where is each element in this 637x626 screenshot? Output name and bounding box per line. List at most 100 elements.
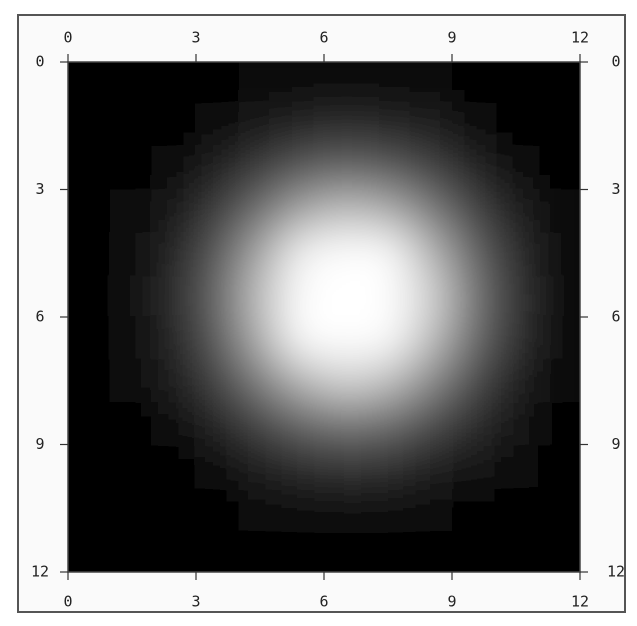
y-tick-label-left: 0 xyxy=(35,53,44,71)
heat-cell xyxy=(239,530,282,573)
heat-cell xyxy=(68,530,111,573)
heat-cell xyxy=(239,402,282,445)
heat-cell xyxy=(68,62,111,105)
heat-cell xyxy=(452,530,495,573)
heat-cell xyxy=(153,232,196,275)
heat-cell xyxy=(367,62,410,105)
heat-cell xyxy=(153,317,196,360)
heat-cell xyxy=(111,487,154,530)
heat-cell xyxy=(495,317,538,360)
heat-cell xyxy=(495,530,538,573)
heat-cell xyxy=(537,445,580,488)
heat-cell xyxy=(409,62,452,105)
x-tick-label-top: 0 xyxy=(63,29,72,47)
heat-cell xyxy=(68,190,111,233)
heat-cell xyxy=(111,445,154,488)
heat-cell xyxy=(196,360,239,403)
heat-cell xyxy=(196,105,239,148)
heat-cell xyxy=(452,445,495,488)
heat-cell xyxy=(239,317,282,360)
heat-cell xyxy=(367,190,410,233)
heat-cell xyxy=(367,275,410,318)
heat-cell xyxy=(367,360,410,403)
heat-cell xyxy=(367,445,410,488)
heat-cell xyxy=(281,317,324,360)
heat-cell xyxy=(111,530,154,573)
y-tick-label-right: 12 xyxy=(607,563,625,581)
heat-cell xyxy=(452,317,495,360)
x-tick-label-bottom: 9 xyxy=(447,593,456,611)
heat-cell xyxy=(196,445,239,488)
heat-cell xyxy=(409,275,452,318)
heat-cell xyxy=(409,105,452,148)
heat-cell xyxy=(367,105,410,148)
heat-cell xyxy=(409,317,452,360)
heat-cell xyxy=(324,445,367,488)
heat-cell xyxy=(153,402,196,445)
heat-cell xyxy=(324,402,367,445)
heat-cell xyxy=(367,487,410,530)
heat-cell xyxy=(495,360,538,403)
heat-cell xyxy=(68,360,111,403)
heat-cell xyxy=(537,190,580,233)
x-tick-label-top: 12 xyxy=(571,29,589,47)
heat-cell xyxy=(153,147,196,190)
chart: 003366991212003366991212 xyxy=(0,0,637,626)
heat-cell xyxy=(409,402,452,445)
heat-cell xyxy=(409,232,452,275)
x-tick-label-bottom: 12 xyxy=(571,593,589,611)
heat-cell xyxy=(324,147,367,190)
heat-cell xyxy=(111,402,154,445)
heat-cell xyxy=(111,105,154,148)
heat-cell xyxy=(537,147,580,190)
heat-cell xyxy=(409,147,452,190)
heat-cell xyxy=(239,275,282,318)
heatmap-cells xyxy=(68,62,581,573)
heat-cell xyxy=(537,275,580,318)
heat-cell xyxy=(281,487,324,530)
heat-cell xyxy=(495,275,538,318)
y-tick-label-left: 12 xyxy=(31,563,49,581)
heat-cell xyxy=(367,232,410,275)
heat-cell xyxy=(153,62,196,105)
heat-cell xyxy=(239,232,282,275)
heat-cell xyxy=(452,275,495,318)
heat-cell xyxy=(196,530,239,573)
heat-cell xyxy=(495,402,538,445)
heat-cell xyxy=(196,62,239,105)
heat-cell xyxy=(68,317,111,360)
heat-cell xyxy=(367,147,410,190)
heat-cell xyxy=(495,147,538,190)
heat-cell xyxy=(68,445,111,488)
heat-cell xyxy=(495,190,538,233)
y-tick-label-left: 3 xyxy=(35,180,44,198)
heat-cell xyxy=(452,402,495,445)
heat-cell xyxy=(409,487,452,530)
heat-cell xyxy=(111,232,154,275)
heat-cell xyxy=(367,530,410,573)
heat-cell xyxy=(281,530,324,573)
heat-cell xyxy=(196,190,239,233)
heat-cell xyxy=(452,147,495,190)
heat-cell xyxy=(196,232,239,275)
heat-cell xyxy=(239,105,282,148)
heat-cell xyxy=(111,360,154,403)
heat-cell xyxy=(239,360,282,403)
heat-cell xyxy=(153,530,196,573)
y-tick-label-right: 3 xyxy=(611,180,620,198)
heatmap xyxy=(68,62,581,573)
heat-cell xyxy=(281,105,324,148)
heat-cell xyxy=(537,62,580,105)
heat-cell xyxy=(281,445,324,488)
heat-cell xyxy=(68,402,111,445)
heat-cell xyxy=(281,402,324,445)
heat-cell xyxy=(324,360,367,403)
y-tick-label-right: 6 xyxy=(611,308,620,326)
heat-cell xyxy=(281,232,324,275)
heat-cell xyxy=(68,105,111,148)
heat-cell xyxy=(409,360,452,403)
heat-cell xyxy=(367,317,410,360)
heat-cell xyxy=(452,190,495,233)
heat-cell xyxy=(452,62,495,105)
heat-cell xyxy=(196,317,239,360)
